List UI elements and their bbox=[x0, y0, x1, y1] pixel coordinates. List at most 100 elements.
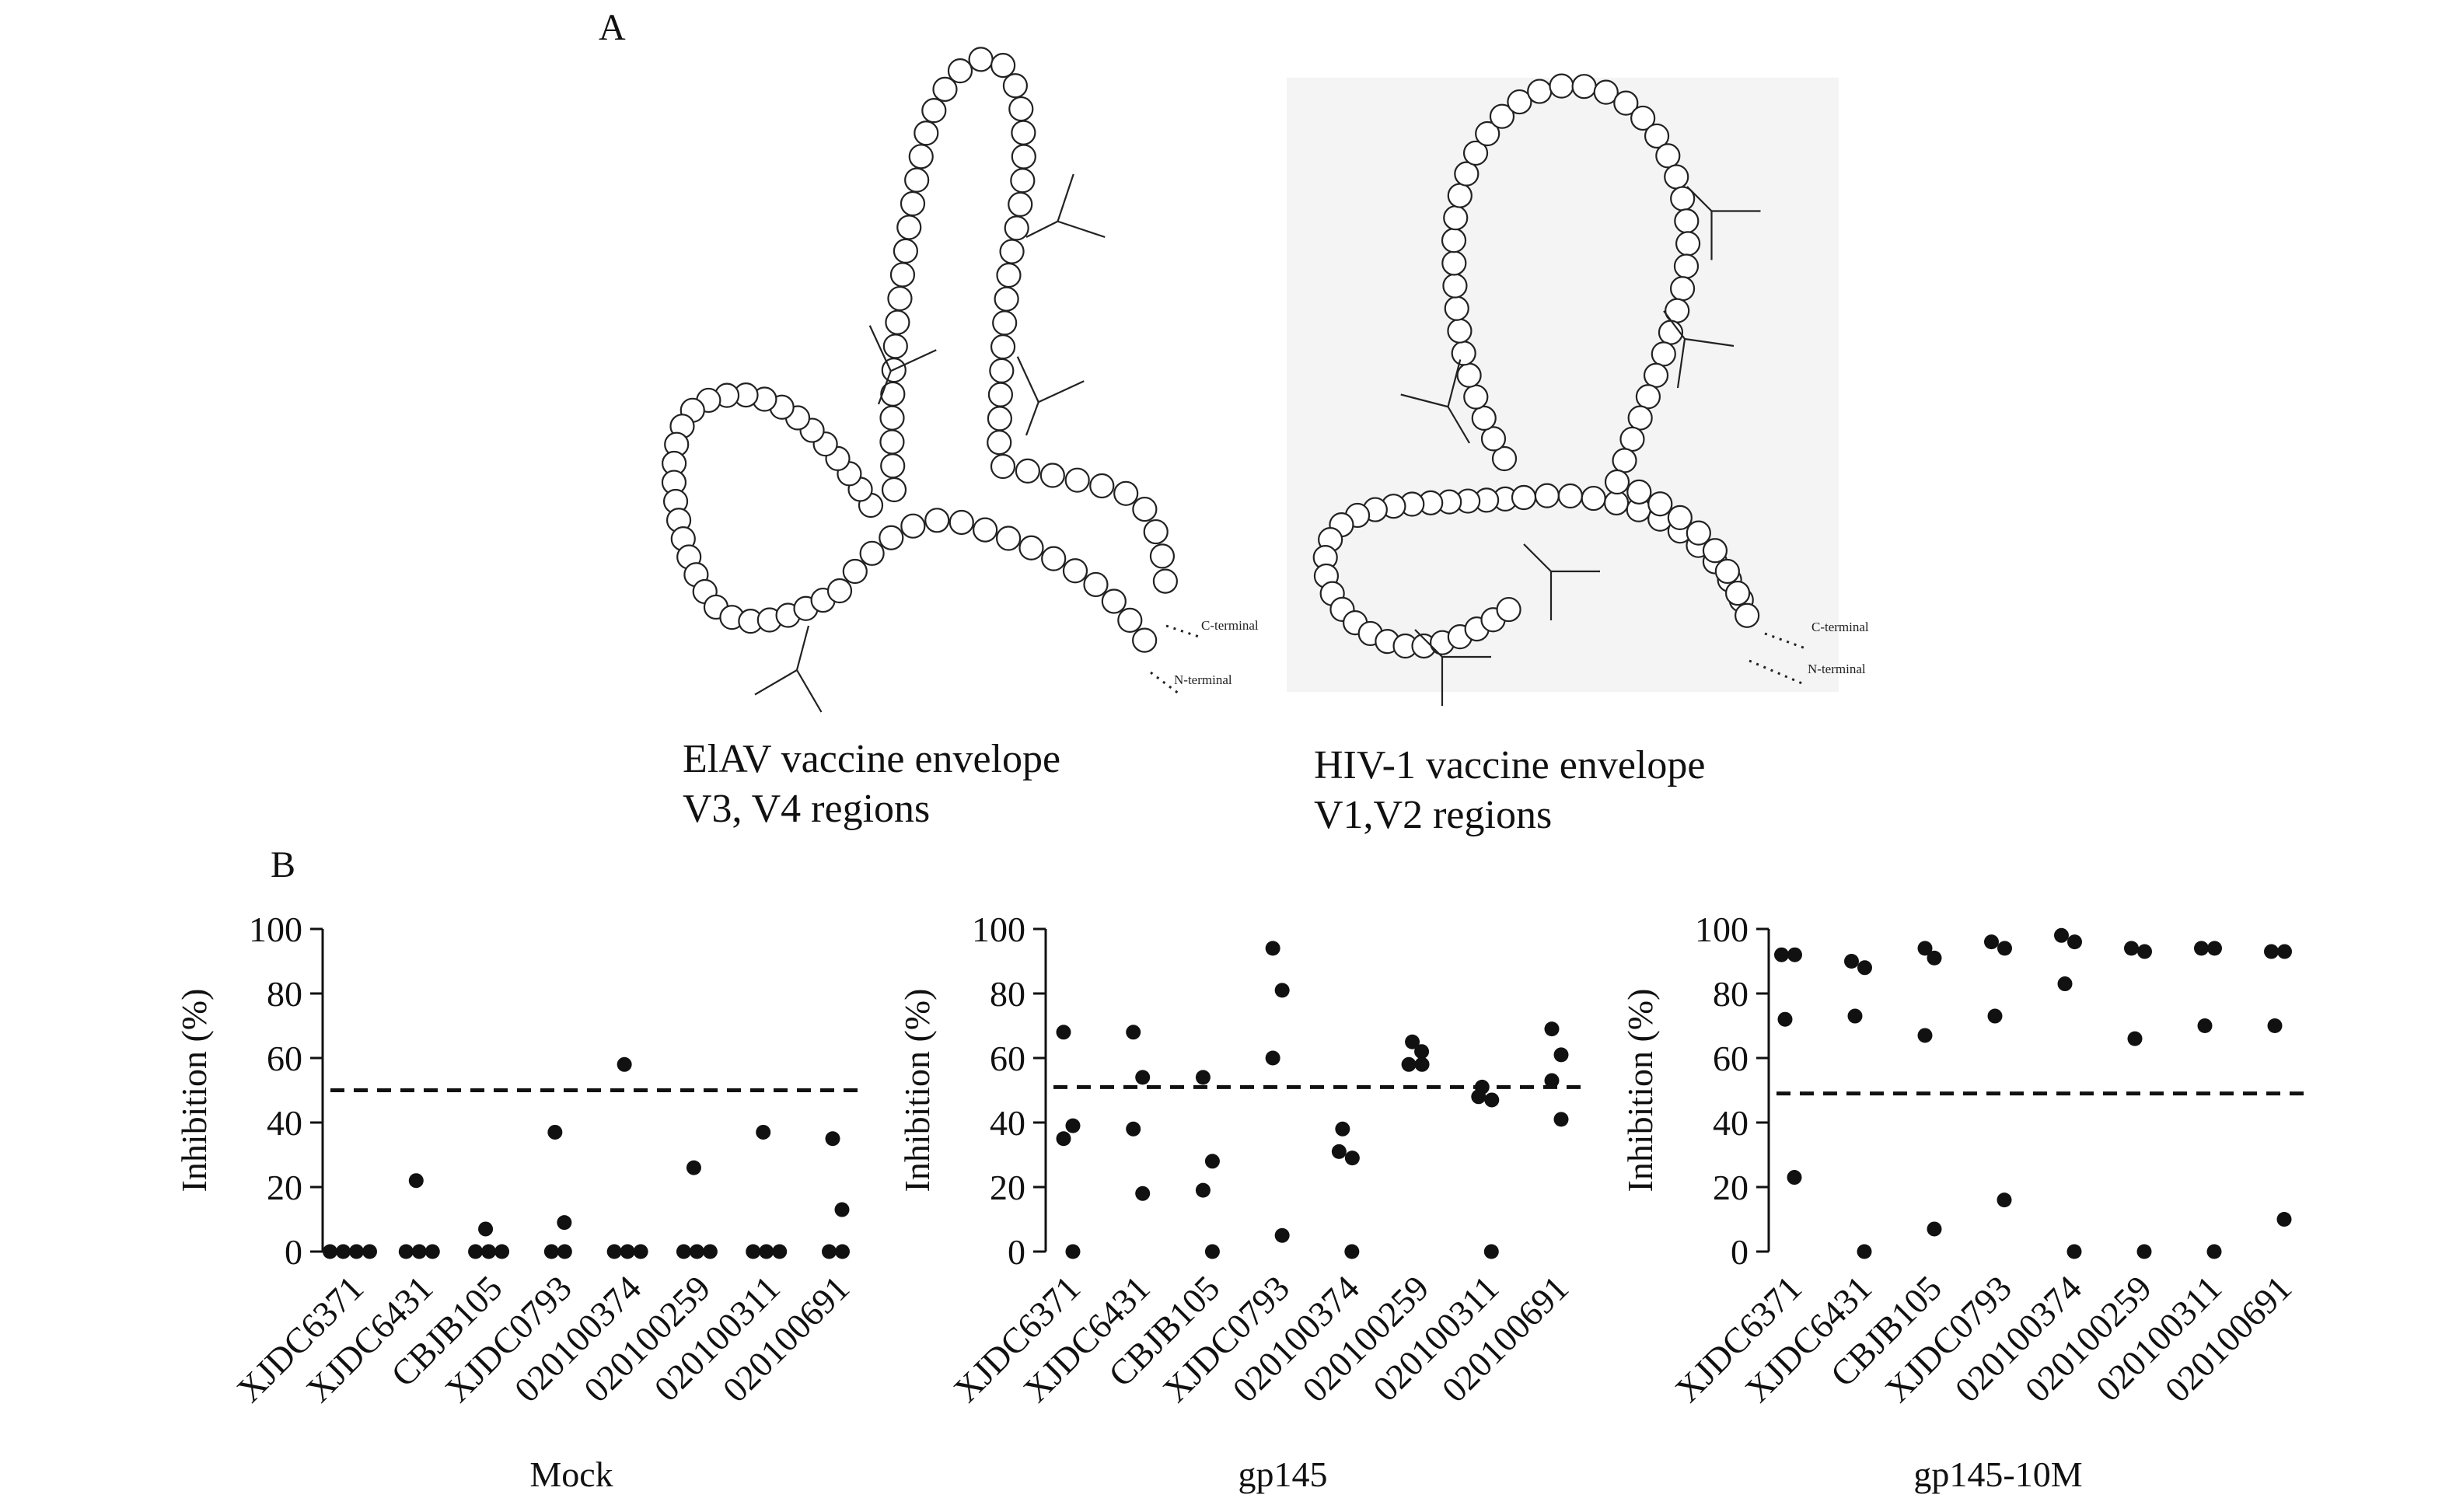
residue-circle bbox=[1008, 191, 1033, 218]
residue-circle bbox=[1635, 384, 1661, 410]
data-point bbox=[1126, 1025, 1141, 1040]
residue-circle bbox=[1557, 483, 1583, 509]
data-point bbox=[543, 1244, 559, 1259]
data-point bbox=[759, 1244, 774, 1259]
data-point bbox=[1847, 1008, 1863, 1024]
glycosylation-mark bbox=[1663, 310, 1686, 340]
glycosylation-fork bbox=[754, 669, 798, 696]
panel-b-label: B bbox=[271, 844, 296, 885]
residue-circle bbox=[1667, 505, 1693, 530]
panel-a-label: A bbox=[599, 7, 626, 48]
data-point bbox=[1195, 1182, 1211, 1198]
glycosylation-fork bbox=[1016, 356, 1039, 403]
residue-circle bbox=[968, 47, 994, 72]
data-point bbox=[835, 1244, 850, 1259]
data-point bbox=[1984, 934, 1999, 950]
residue-circle bbox=[1015, 458, 1040, 484]
residue-circle bbox=[1441, 250, 1467, 276]
glycosylation-fork bbox=[1447, 359, 1462, 407]
data-point bbox=[2206, 1244, 2222, 1259]
residue-circle bbox=[996, 262, 1022, 288]
residue-circle bbox=[1471, 405, 1497, 431]
data-point bbox=[494, 1244, 510, 1259]
residue-circle bbox=[1447, 183, 1473, 208]
data-point bbox=[606, 1244, 622, 1259]
residue-circle bbox=[1064, 467, 1090, 493]
residue-circle bbox=[1463, 384, 1489, 410]
residue-circle bbox=[1456, 362, 1482, 388]
data-point bbox=[1787, 947, 1802, 962]
panel-a-diagrams: C-terminal N-terminal C-terminal N-termi… bbox=[661, 47, 1869, 713]
residue-circle bbox=[889, 262, 916, 288]
residue-circle bbox=[1447, 318, 1473, 344]
residue-circle bbox=[1686, 520, 1711, 546]
residue-circle bbox=[1132, 627, 1158, 653]
data-point bbox=[676, 1244, 691, 1259]
residue-circle bbox=[1714, 558, 1740, 585]
residue-circle bbox=[990, 453, 1016, 480]
y-tick-label: 20 bbox=[990, 1168, 1025, 1207]
residue-circle bbox=[987, 430, 1012, 456]
residue-circle bbox=[887, 285, 913, 312]
residue-circle bbox=[932, 76, 958, 102]
data-point bbox=[2124, 941, 2139, 956]
residue-circle bbox=[947, 58, 973, 84]
residue-circle bbox=[1491, 445, 1518, 472]
data-point bbox=[1344, 1244, 1360, 1259]
data-point bbox=[1774, 947, 1789, 962]
residue-circle bbox=[896, 215, 922, 240]
data-point bbox=[2057, 976, 2073, 992]
y-tick-label: 40 bbox=[990, 1103, 1025, 1143]
data-point bbox=[1553, 1112, 1569, 1127]
residue-circle bbox=[1651, 341, 1676, 367]
residue-circle bbox=[1117, 607, 1143, 633]
data-point bbox=[398, 1244, 414, 1259]
glycosylation-fork bbox=[796, 669, 823, 713]
data-point bbox=[2054, 927, 2069, 943]
data-point bbox=[1331, 1144, 1347, 1159]
hiv-caption: HIV-1 vaccine envelope V1,V2 regions bbox=[1314, 741, 1705, 840]
data-point bbox=[323, 1244, 337, 1259]
residue-circle bbox=[1549, 73, 1574, 99]
data-point bbox=[1927, 950, 1942, 966]
data-point bbox=[1844, 954, 1859, 969]
residue-circle bbox=[1604, 469, 1630, 495]
residue-circle bbox=[1647, 491, 1673, 517]
data-point bbox=[689, 1244, 704, 1259]
residue-circle bbox=[1630, 105, 1656, 131]
y-tick-label: 100 bbox=[1695, 910, 1749, 949]
residue-circle bbox=[879, 429, 905, 455]
residue-circle bbox=[881, 477, 907, 503]
data-point bbox=[1065, 1244, 1081, 1259]
residue-circle bbox=[1041, 546, 1067, 571]
glycosylation-fork bbox=[1684, 337, 1735, 347]
residue-circle bbox=[879, 525, 904, 550]
residue-circle bbox=[1451, 340, 1476, 366]
residue-circle bbox=[842, 558, 868, 585]
data-point bbox=[2267, 1018, 2283, 1033]
residue-circle bbox=[1735, 602, 1760, 628]
y-tick-label: 60 bbox=[267, 1039, 302, 1078]
y-axis-title: Inhibition (%) bbox=[897, 989, 937, 1192]
data-point bbox=[1553, 1047, 1569, 1063]
residue-circle bbox=[1675, 231, 1701, 257]
residue-circle bbox=[992, 310, 1018, 336]
data-point bbox=[1204, 1244, 1220, 1259]
hiv-loop-diagram bbox=[1312, 73, 1808, 706]
residue-circle bbox=[994, 286, 1019, 312]
data-point bbox=[1414, 1056, 1430, 1072]
chart-title: Mock bbox=[529, 1454, 613, 1494]
eiav-caption-line1: ElAV vaccine envelope bbox=[683, 737, 1061, 781]
residue-circle bbox=[1442, 273, 1468, 299]
data-point bbox=[1997, 1192, 2012, 1208]
residue-circle bbox=[1089, 473, 1115, 499]
residue-circle bbox=[1571, 74, 1597, 100]
residue-circle bbox=[1702, 538, 1728, 564]
data-point bbox=[825, 1131, 840, 1147]
hiv-c-terminal-label: C-terminal bbox=[1811, 620, 1869, 634]
data-point bbox=[557, 1215, 572, 1231]
chart-title: gp145-10M bbox=[1913, 1454, 2082, 1494]
y-tick-label: 20 bbox=[267, 1168, 302, 1207]
data-point bbox=[2127, 1031, 2143, 1046]
